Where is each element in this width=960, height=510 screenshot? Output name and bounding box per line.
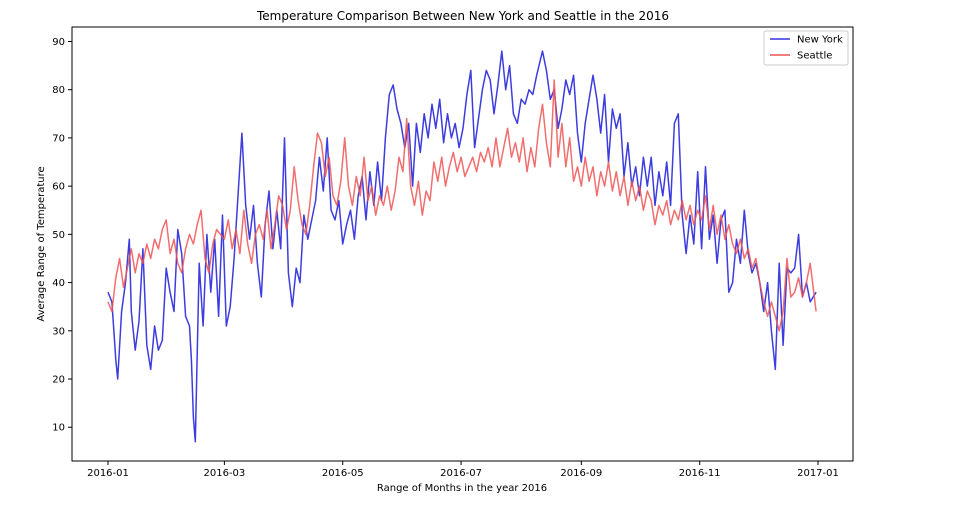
x-tick-label: 2016-11 xyxy=(679,468,721,479)
series-line-seattle xyxy=(107,79,817,332)
x-tick-label: 2016-03 xyxy=(203,468,245,479)
plot-frame xyxy=(71,26,854,462)
y-tick-label: 10 xyxy=(52,423,65,434)
x-tick-label: 2016-01 xyxy=(87,468,129,479)
legend-label-seattle: Seattle xyxy=(797,51,832,62)
legend-label-new-york: New York xyxy=(797,35,843,46)
x-tick-label: 2016-09 xyxy=(560,468,602,479)
y-tick-label: 60 xyxy=(52,182,65,193)
chart-title: Temperature Comparison Between New York … xyxy=(256,9,669,23)
y-tick-label: 40 xyxy=(52,278,65,289)
y-tick-label: 50 xyxy=(52,230,65,241)
x-axis: 2016-01 2016-03 2016-05 2016-07 2016-09 2016-… xyxy=(87,461,839,479)
y-tick-label: 80 xyxy=(52,85,65,96)
y-axis: 10 20 30 40 50 60 70 80 90 xyxy=(52,37,72,434)
y-axis-label: Average Range of Temperature xyxy=(36,166,47,321)
x-tick-label: 2016-07 xyxy=(440,468,482,479)
y-tick-label: 30 xyxy=(52,326,65,337)
legend: New York Seattle xyxy=(763,30,849,66)
series-layer xyxy=(107,50,817,443)
y-tick-label: 20 xyxy=(52,375,65,386)
y-tick-label: 70 xyxy=(52,133,65,144)
x-axis-label: Range of Months in the year 2016 xyxy=(377,483,547,494)
y-tick-label: 90 xyxy=(52,37,65,48)
x-tick-label: 2017-01 xyxy=(797,468,839,479)
x-tick-label: 2016-05 xyxy=(322,468,364,479)
